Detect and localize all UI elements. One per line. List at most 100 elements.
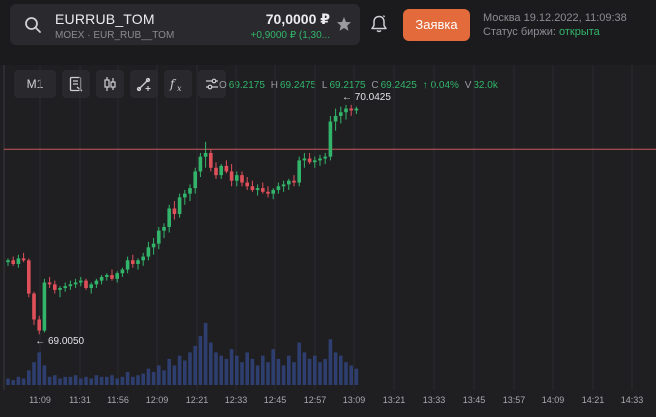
volume-bar: [177, 355, 182, 385]
candles-icon: [104, 77, 116, 91]
volume-bar: [162, 370, 166, 385]
volume-bar: [188, 352, 192, 385]
volume-bar: [27, 370, 31, 385]
volume-bar: [287, 355, 291, 385]
volume-bar: [47, 376, 52, 385]
time-label: 13:45: [462, 395, 486, 405]
volume-bar: [224, 358, 229, 385]
volume-bar: [151, 371, 156, 385]
candle-body: [188, 188, 192, 194]
ticker-name: EURRUB_TOM: [55, 11, 155, 27]
close-value: 69.2425: [380, 80, 417, 91]
volume-bar: [198, 336, 203, 385]
volume-bar: [94, 375, 99, 385]
search-icon[interactable]: [24, 16, 42, 34]
change-percent: 0.04%: [430, 80, 459, 91]
instrument-header: EURRUB_TOM MOEX · EUR_RUB__TOM 70,0000 ₽…: [0, 0, 656, 50]
instrument-search-box[interactable]: EURRUB_TOM MOEX · EUR_RUB__TOM 70,0000 ₽…: [10, 4, 360, 45]
volume-bar: [245, 352, 249, 385]
candle-body: [214, 167, 218, 176]
candle-body: [292, 180, 296, 183]
volume-bar: [99, 376, 104, 385]
indicators-button[interactable]: f x: [164, 70, 192, 98]
volume-bar: [333, 352, 338, 385]
candle-body: [281, 184, 286, 187]
volume-bar: [89, 378, 93, 385]
price-change: +0,9000 ₽ (1,30...: [250, 30, 330, 41]
candle-body: [245, 182, 249, 187]
candle-body: [89, 284, 93, 289]
drawing-tool-button[interactable]: [130, 70, 158, 98]
volume-bar: [110, 375, 114, 385]
volume-bar: [79, 378, 83, 385]
volume-value: 32.0k: [473, 80, 498, 91]
time-label: 14:33: [620, 395, 644, 405]
candle-body: [42, 282, 47, 331]
volume-bar: [11, 380, 15, 385]
candle-body: [276, 186, 281, 190]
candle-body: [125, 260, 130, 270]
candle-body: [53, 284, 57, 290]
candle-body: [21, 258, 26, 261]
interval-selector[interactable]: M1: [14, 70, 56, 98]
high-arrow: ←: [342, 91, 352, 103]
candle-body: [79, 280, 83, 283]
chart-type-button[interactable]: [96, 70, 124, 98]
volume-bar: [115, 378, 119, 385]
bell-icon[interactable]: [369, 14, 389, 34]
volume-bar: [302, 352, 307, 385]
candle-body: [203, 152, 208, 157]
volume-bar: [339, 355, 343, 385]
chart-settings-button[interactable]: [198, 70, 226, 98]
candle-body: [32, 293, 36, 320]
market-status-label: Статус биржи:: [483, 26, 556, 38]
volume-bar: [53, 375, 57, 385]
candle-body: [255, 188, 260, 190]
volume-bar: [255, 365, 260, 385]
volume-bar: [344, 362, 348, 385]
volume-bar: [105, 376, 109, 385]
candle-body: [115, 273, 119, 279]
candle-body: [47, 282, 52, 285]
candle-body: [224, 165, 229, 172]
candle-body: [339, 112, 343, 116]
candle-body: [349, 108, 353, 111]
volume-label: V: [464, 80, 472, 91]
candle-body: [235, 175, 239, 181]
candle-body: [333, 115, 338, 122]
candle-body: [209, 152, 213, 168]
volume-bar: [58, 378, 62, 385]
low-label: L: [321, 80, 328, 91]
star-icon[interactable]: [336, 16, 352, 32]
time-label: 13:33: [422, 395, 446, 405]
time-label: 11:31: [69, 395, 91, 405]
volume-bar: [21, 378, 26, 385]
time-label: 12:21: [185, 395, 209, 405]
time-label: 12:09: [145, 395, 169, 405]
time-label: 13:57: [502, 395, 526, 405]
volume-bar: [235, 355, 239, 385]
candle-body: [177, 197, 182, 215]
volume-bar: [281, 365, 286, 385]
volume-bar: [167, 358, 171, 385]
market-status: Статус биржи: открыта: [483, 26, 600, 38]
volume-bar: [240, 362, 244, 385]
time-label: 14:21: [581, 395, 605, 405]
volume-bar: [297, 342, 301, 385]
volume-bar: [307, 358, 312, 385]
candle-body: [120, 269, 125, 274]
candlestick-chart[interactable]: [0, 65, 656, 390]
volume-bar: [63, 376, 67, 385]
order-button[interactable]: Заявка: [403, 9, 470, 41]
volume-bar: [209, 342, 213, 385]
volume-bar: [73, 375, 78, 385]
candle-body: [73, 282, 78, 285]
volume-bar: [141, 373, 145, 385]
candle-body: [354, 108, 359, 111]
candle-body: [287, 180, 291, 185]
volume-bar: [271, 349, 275, 385]
time-label: 13:09: [342, 395, 366, 405]
low-arrow: ←: [35, 336, 46, 348]
drawing-icon: [136, 77, 151, 92]
volume-bar: [68, 376, 73, 385]
